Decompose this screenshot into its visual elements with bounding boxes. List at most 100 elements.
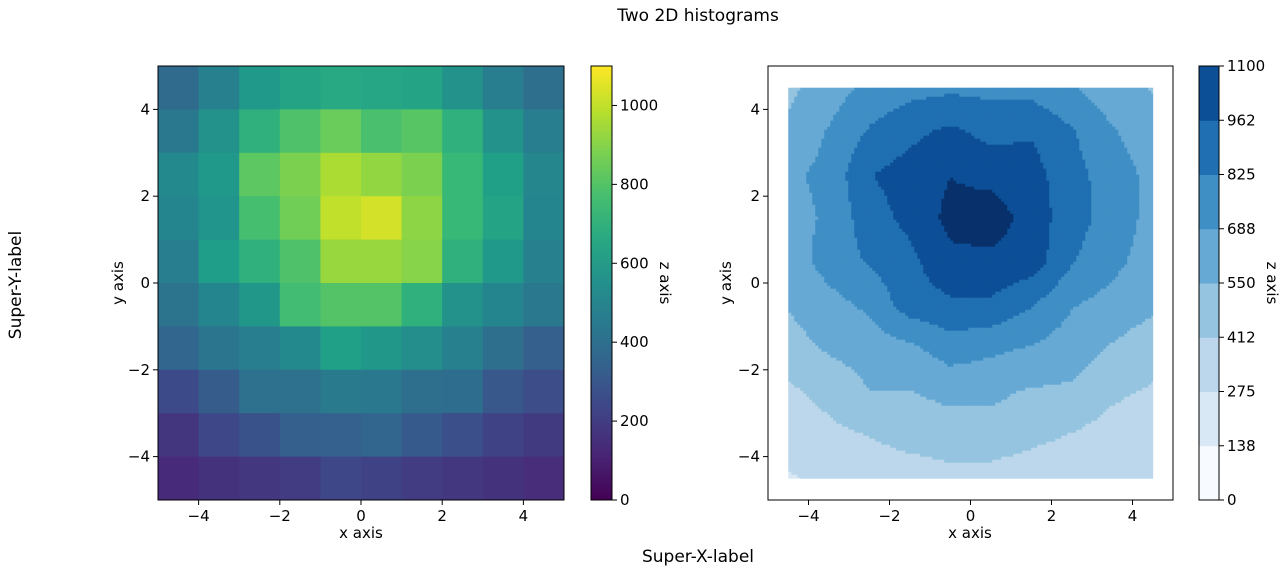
contour-fill-cell [1088, 99, 1092, 104]
contour-fill-cell [830, 183, 834, 188]
contour-fill-cell [788, 204, 792, 209]
contour-fill-cell [905, 111, 909, 116]
contour-fill-cell [1145, 120, 1149, 125]
contour-fill-cell [1130, 108, 1134, 113]
contour-fill-cell [797, 165, 801, 170]
contour-fill-cell [1091, 183, 1095, 188]
contour-fill-cell [1136, 135, 1140, 140]
contour-fill-cell [1151, 159, 1154, 164]
contour-fill-cell [878, 138, 882, 143]
contour-fill-cell [1130, 102, 1134, 107]
contour-fill-cell [1049, 114, 1053, 119]
contour-fill-cell [818, 129, 822, 134]
contour-fill-cell [1124, 171, 1128, 176]
contour-fill-cell [872, 99, 876, 104]
contour-fill-cell [926, 186, 930, 191]
contour-fill-cell [1052, 108, 1056, 113]
contour-fill-cell [953, 102, 957, 107]
contour-fill-cell [872, 192, 876, 197]
contour-fill-cell [896, 198, 900, 203]
contour-fill-cell [1121, 168, 1125, 173]
contour-fill-cell [1052, 132, 1056, 137]
contour-fill-cell [842, 102, 846, 107]
contour-fill-cell [860, 126, 864, 131]
contour-fill-cell [809, 114, 813, 119]
contour-fill-cell [788, 165, 792, 170]
contour-fill-cell [1148, 141, 1152, 146]
contour-fill-cell [1115, 120, 1119, 125]
contour-fill-cell [962, 123, 966, 128]
contour-fill-cell [1046, 93, 1050, 98]
heatmap-cell [320, 66, 362, 110]
contour-fill-cell [1049, 132, 1053, 137]
contour-fill-cell [839, 180, 843, 185]
contour-fill-cell [863, 174, 867, 179]
contour-fill-cell [836, 99, 840, 104]
contour-fill-cell [1037, 120, 1041, 125]
contour-fill-cell [1097, 174, 1101, 179]
contour-fill-cell [920, 150, 924, 155]
contour-fill-cell [899, 123, 903, 128]
contour-fill-cell [848, 87, 852, 92]
contour-fill-cell [1079, 150, 1083, 155]
contour-fill-cell [1103, 132, 1107, 137]
contour-fill-cell [1136, 153, 1140, 158]
contour-fill-cell [932, 141, 936, 146]
contour-fill-cell [830, 105, 834, 110]
contour-fill-cell [815, 177, 819, 182]
contour-fill-cell [983, 108, 987, 113]
heatmap-cell [158, 456, 200, 501]
contour-fill-cell [1082, 138, 1086, 143]
contour-fill-cell [836, 153, 840, 158]
contour-fill-cell [1022, 129, 1026, 134]
contour-fill-cell [803, 114, 807, 119]
contour-fill-cell [1097, 123, 1101, 128]
contour-fill-cell [803, 117, 807, 122]
contour-fill-cell [863, 105, 867, 110]
contour-fill-cell [971, 114, 975, 119]
contour-fill-cell [1019, 102, 1023, 107]
contour-fill-cell [833, 183, 837, 188]
contour-fill-cell [878, 195, 882, 200]
contour-fill-cell [971, 150, 975, 155]
contour-fill-cell [1124, 201, 1128, 206]
contour-fill-cell [905, 147, 909, 152]
contour-fill-cell [827, 150, 831, 155]
contour-fill-cell [833, 156, 837, 161]
contour-fill-cell [1073, 165, 1077, 170]
contour-fill-cell [1130, 201, 1134, 206]
contour-fill-cell [1133, 108, 1137, 113]
contour-fill-cell [926, 108, 930, 113]
contour-fill-cell [971, 132, 975, 137]
contour-fill-cell [1052, 174, 1056, 179]
contour-fill-cell [1121, 87, 1125, 92]
contour-fill-cell [1001, 174, 1005, 179]
contour-fill-cell [926, 141, 930, 146]
contour-fill-cell [863, 165, 867, 170]
contour-fill-cell [821, 135, 825, 140]
contour-fill-cell [956, 87, 960, 92]
contour-fill-cell [1145, 162, 1149, 167]
contour-fill-cell [908, 99, 912, 104]
contour-fill-cell [941, 138, 945, 143]
contour-fill-cell [1124, 156, 1128, 161]
contour-fill-cell [1013, 135, 1017, 140]
contour-fill-cell [980, 198, 984, 203]
contour-fill-cell [890, 180, 894, 185]
contour-fill-cell [893, 186, 897, 191]
contour-fill-cell [875, 144, 879, 149]
contour-fill-cell [1016, 174, 1020, 179]
contour-fill-cell [875, 111, 879, 116]
contour-fill-cell [1004, 141, 1008, 146]
contour-fill-cell [1046, 135, 1050, 140]
contour-fill-cell [971, 183, 975, 188]
contour-fill-cell [908, 141, 912, 146]
contour-fill-cell [923, 150, 927, 155]
contour-fill-cell [863, 126, 867, 131]
contour-fill-cell [920, 198, 924, 203]
contour-fill-cell [899, 189, 903, 194]
contour-fill-cell [1073, 156, 1077, 161]
contour-fill-cell [1001, 189, 1005, 194]
contour-fill-cell [845, 150, 849, 155]
contour-fill-cell [1058, 135, 1062, 140]
